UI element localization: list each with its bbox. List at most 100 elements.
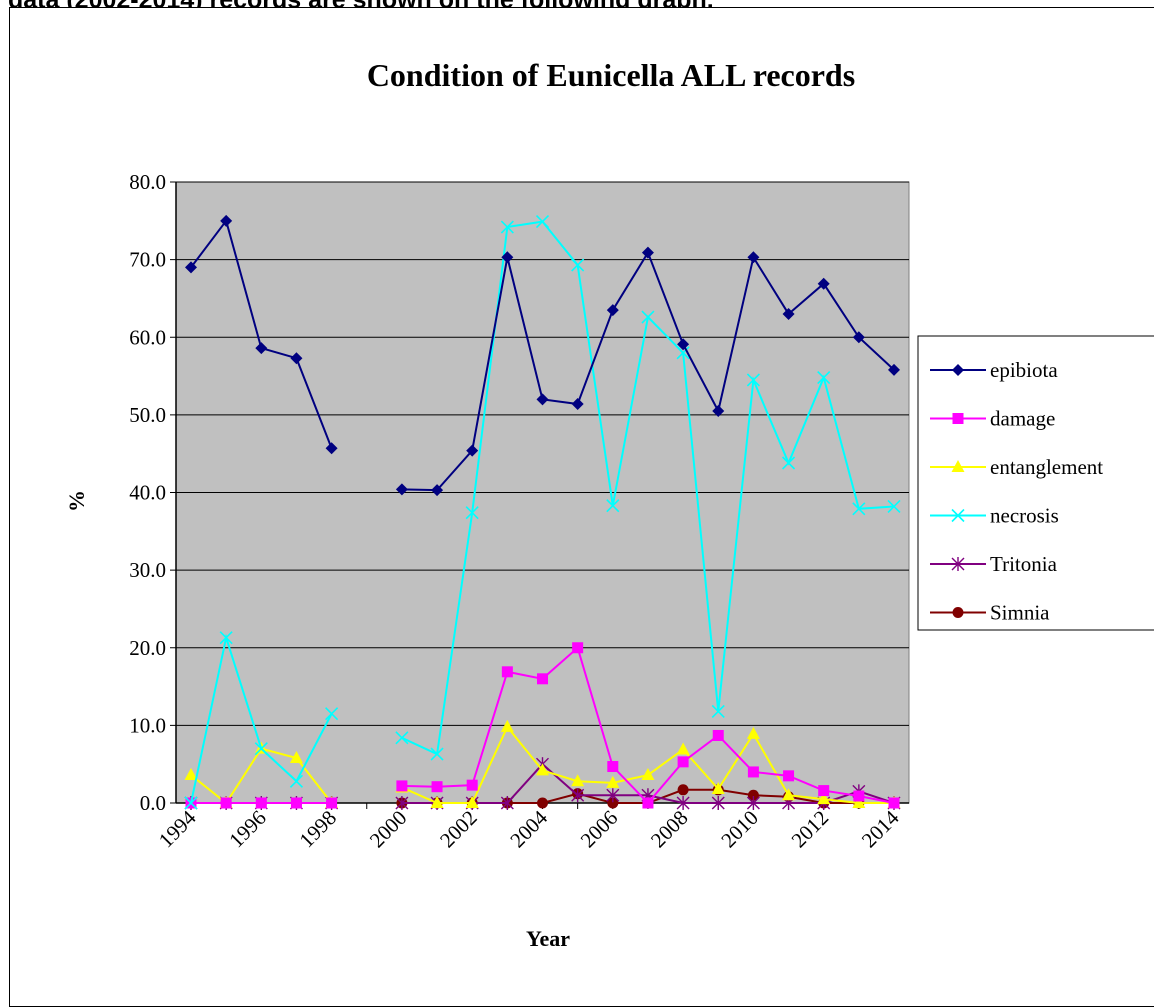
- data-point: [537, 673, 548, 685]
- x-axis-label: Year: [526, 926, 570, 951]
- x-tick-label: 2006: [576, 806, 623, 853]
- marker-stroke: [430, 747, 444, 761]
- condition-chart: Condition of Eunicella ALL records 0.0 10…: [64, 57, 1154, 951]
- data-point: [677, 784, 689, 796]
- data-point: [500, 220, 514, 234]
- data-point: [220, 214, 233, 227]
- y-tick-label: 70.0: [129, 248, 166, 272]
- data-point: [466, 779, 478, 791]
- data-point: [782, 307, 795, 320]
- data-point: [853, 790, 865, 802]
- data-point: [500, 719, 514, 732]
- data-point: [431, 484, 444, 497]
- data-point: [220, 797, 232, 809]
- y-tick-label: 0.0: [140, 791, 166, 815]
- marker-stroke: [500, 220, 514, 234]
- data-point: [290, 797, 302, 809]
- data-point: [711, 782, 725, 795]
- legend-item: necrosis: [930, 504, 1059, 528]
- data-point: [782, 788, 796, 801]
- y-tick-label: 30.0: [129, 558, 166, 582]
- data-point: [571, 398, 584, 411]
- y-axis-label: %: [64, 490, 89, 512]
- marker-stroke: [817, 371, 831, 385]
- x-tick-label: 2004: [505, 805, 552, 852]
- data-point: [571, 774, 585, 787]
- data-point: [641, 246, 654, 259]
- data-point: [677, 756, 689, 768]
- marker-stroke: [951, 508, 965, 523]
- data-point: [395, 483, 408, 496]
- data-point: [290, 352, 303, 365]
- legend-label: entanglement: [990, 455, 1103, 479]
- legend-item: entanglement: [930, 455, 1103, 479]
- data-point: [535, 215, 550, 229]
- marker-stroke: [395, 731, 409, 745]
- series-damage: [185, 642, 900, 809]
- data-point: [818, 785, 830, 797]
- marker-stroke: [254, 742, 268, 756]
- data-point: [501, 251, 514, 264]
- data-point: [289, 750, 303, 763]
- data-point: [783, 770, 795, 782]
- data-point: [641, 310, 655, 324]
- data-point: [254, 742, 268, 756]
- data-point: [607, 797, 619, 809]
- chart-title: Condition of Eunicella ALL records: [367, 57, 855, 93]
- data-point: [781, 456, 796, 470]
- marker-stroke: [746, 373, 760, 387]
- series-necrosis: [184, 215, 901, 810]
- data-point: [746, 726, 760, 739]
- data-point: [887, 499, 901, 514]
- data-point: [606, 788, 620, 803]
- data-point: [396, 780, 408, 792]
- data-point: [606, 775, 620, 788]
- data-point: [536, 393, 549, 406]
- legend-label: necrosis: [990, 504, 1059, 528]
- data-point: [606, 304, 619, 317]
- data-point: [817, 371, 831, 385]
- data-point: [676, 796, 690, 810]
- x-tick-label: 2000: [365, 806, 412, 853]
- marker-stroke: [184, 796, 198, 810]
- legend-marker: [952, 413, 964, 424]
- data-point: [677, 338, 690, 351]
- legend-item: Tritonia: [930, 552, 1058, 576]
- chart-frame: Condition of Eunicella ALL records 0.0 10…: [9, 7, 1154, 1007]
- data-point: [641, 768, 655, 781]
- marker-stroke: [465, 506, 479, 520]
- data-point: [289, 774, 304, 788]
- data-point: [325, 442, 338, 455]
- legend-item: damage: [930, 407, 1055, 431]
- legend-marker: [952, 364, 964, 376]
- legend-marker: [952, 607, 964, 618]
- x-tick-label: 1998: [294, 806, 341, 853]
- data-point: [431, 781, 443, 793]
- marker-stroke: [852, 502, 866, 516]
- data-point: [465, 796, 479, 808]
- data-point: [642, 797, 654, 809]
- data-point: [571, 258, 585, 272]
- data-point: [852, 796, 866, 808]
- marker-stroke: [325, 707, 339, 721]
- data-point: [501, 666, 513, 678]
- legend-label: Simnia: [990, 601, 1050, 625]
- data-point: [852, 331, 865, 344]
- y-tick-label: 50.0: [129, 403, 166, 427]
- y-tick-label: 60.0: [129, 325, 166, 349]
- series-epibiota: [185, 214, 900, 497]
- data-point: [536, 763, 549, 776]
- data-point: [430, 747, 444, 761]
- data-point: [712, 404, 725, 417]
- x-tick-label: 2014: [857, 805, 904, 852]
- marker-stroke: [571, 258, 585, 272]
- data-point: [606, 499, 620, 513]
- legend-item: epibiota: [930, 358, 1058, 382]
- data-point: [711, 704, 725, 718]
- data-point: [395, 796, 409, 810]
- x-tick-label: 2002: [435, 806, 482, 853]
- data-point: [888, 363, 900, 376]
- data-point: [747, 789, 759, 801]
- data-point: [395, 731, 409, 745]
- marker-stroke: [535, 215, 550, 229]
